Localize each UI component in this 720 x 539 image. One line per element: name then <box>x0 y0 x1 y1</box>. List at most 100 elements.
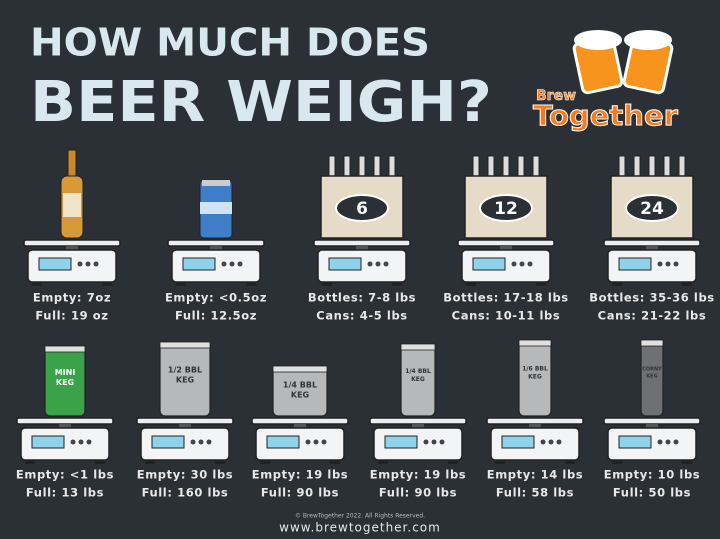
scale-button <box>527 261 533 267</box>
scale-display <box>618 435 652 449</box>
bottle-neck <box>663 155 671 179</box>
bottle-neck <box>532 155 540 179</box>
bottle-neck <box>373 155 381 179</box>
keg-label: MINI <box>55 368 76 377</box>
logo: Brew Together <box>533 30 679 133</box>
scale-foot <box>466 282 476 286</box>
scale-button <box>190 439 196 445</box>
badge <box>479 194 533 222</box>
scale-button <box>313 439 319 445</box>
keg-rim <box>159 341 211 349</box>
scale-foot <box>448 460 458 464</box>
scale-platform <box>603 417 701 425</box>
scale-display <box>384 435 418 449</box>
scale-button <box>85 261 91 267</box>
scale-platform <box>603 239 701 247</box>
scale-foot <box>32 282 42 286</box>
scale-foot <box>392 282 402 286</box>
title-line: HOW MUCH DOES <box>30 21 430 65</box>
scale-button <box>237 261 243 267</box>
foam <box>574 30 622 50</box>
title-line: BEER WEIGH? <box>30 70 492 135</box>
weight-label: Empty: <0.5oz <box>165 291 267 305</box>
scale-button <box>540 439 546 445</box>
bottle-neck <box>648 155 656 179</box>
scale-display <box>151 435 185 449</box>
scale-platform <box>457 239 555 247</box>
scale-neck <box>646 424 658 428</box>
scale-button <box>93 261 99 267</box>
logo-text: Brew <box>536 88 576 104</box>
badge-number: 12 <box>494 199 518 219</box>
keg-label: KEG <box>56 378 74 387</box>
weight-label: Bottles: 7-8 lbs <box>308 291 416 305</box>
scale-platform <box>23 239 121 247</box>
weight-label: Cans: 4-5 lbs <box>316 309 407 323</box>
scale-neck <box>529 424 541 428</box>
scale-button <box>657 439 663 445</box>
scale-platform <box>251 417 349 425</box>
scale-platform <box>136 417 234 425</box>
scale-foot <box>246 282 256 286</box>
scale-display <box>31 435 65 449</box>
scale-button <box>78 439 84 445</box>
scale-button <box>206 439 212 445</box>
scale-platform <box>16 417 114 425</box>
scale-neck <box>294 424 306 428</box>
weight-label: Full: 90 lbs <box>261 486 339 500</box>
scale-button <box>321 439 327 445</box>
scale-neck <box>66 246 78 250</box>
scale-display <box>501 435 535 449</box>
weight-label: Empty: 7oz <box>33 291 111 305</box>
scale-button <box>70 439 76 445</box>
badge-number: 24 <box>640 199 664 219</box>
scale-button <box>198 439 204 445</box>
scale-foot <box>682 282 692 286</box>
keg-rim <box>400 343 436 351</box>
url: www.brewtogether.com <box>279 521 441 535</box>
scale-platform <box>167 239 265 247</box>
scale-foot <box>612 282 622 286</box>
scale-foot <box>322 282 332 286</box>
scale-button <box>77 261 83 267</box>
badge-number: 6 <box>356 199 368 219</box>
weight-label: Empty: <1 lbs <box>16 468 114 482</box>
keg-rim <box>272 365 328 373</box>
keg-label: KEG <box>176 376 194 385</box>
bottle-label <box>63 193 81 217</box>
bottle-neck <box>358 155 366 179</box>
bottle-neck <box>388 155 396 179</box>
scale-neck <box>356 246 368 250</box>
scale-foot <box>215 460 225 464</box>
scale-button <box>367 261 373 267</box>
scale-button <box>423 439 429 445</box>
scale-foot <box>378 460 388 464</box>
scale-display <box>472 257 506 271</box>
bottle-neck <box>328 155 336 179</box>
badge <box>625 194 679 222</box>
weight-label: Empty: 19 lbs <box>252 468 349 482</box>
scale-button <box>86 439 92 445</box>
weight-label: Cans: 10-11 lbs <box>452 309 561 323</box>
weight-label: Full: 50 lbs <box>613 486 691 500</box>
bottle-neck <box>487 155 495 179</box>
can-top <box>202 180 230 186</box>
scale-button <box>229 261 235 267</box>
badge <box>335 194 389 222</box>
scale-neck <box>59 424 71 428</box>
scale-button <box>665 261 671 267</box>
weight-label: Empty: 10 lbs <box>604 468 701 482</box>
keg-rim <box>44 345 86 353</box>
keg-label: KEG <box>528 373 542 380</box>
bottle-neck <box>633 155 641 179</box>
foam <box>624 30 672 50</box>
scale-neck <box>500 246 512 250</box>
weight-label: Empty: 19 lbs <box>370 468 467 482</box>
keg-label: 1/2 BBL <box>168 366 202 375</box>
weight-label: Full: 13 lbs <box>26 486 104 500</box>
scale-foot <box>95 460 105 464</box>
scale-button <box>665 439 671 445</box>
scale-neck <box>646 246 658 250</box>
scale-foot <box>330 460 340 464</box>
bottle-neck <box>343 155 351 179</box>
